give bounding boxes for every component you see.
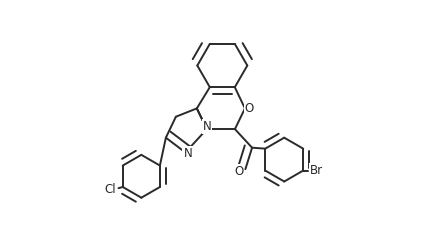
Text: N: N — [183, 147, 192, 160]
Text: O: O — [234, 165, 243, 178]
Text: N: N — [202, 120, 211, 133]
Text: Cl: Cl — [104, 183, 116, 196]
Text: Br: Br — [309, 164, 323, 177]
Text: O: O — [245, 102, 254, 115]
